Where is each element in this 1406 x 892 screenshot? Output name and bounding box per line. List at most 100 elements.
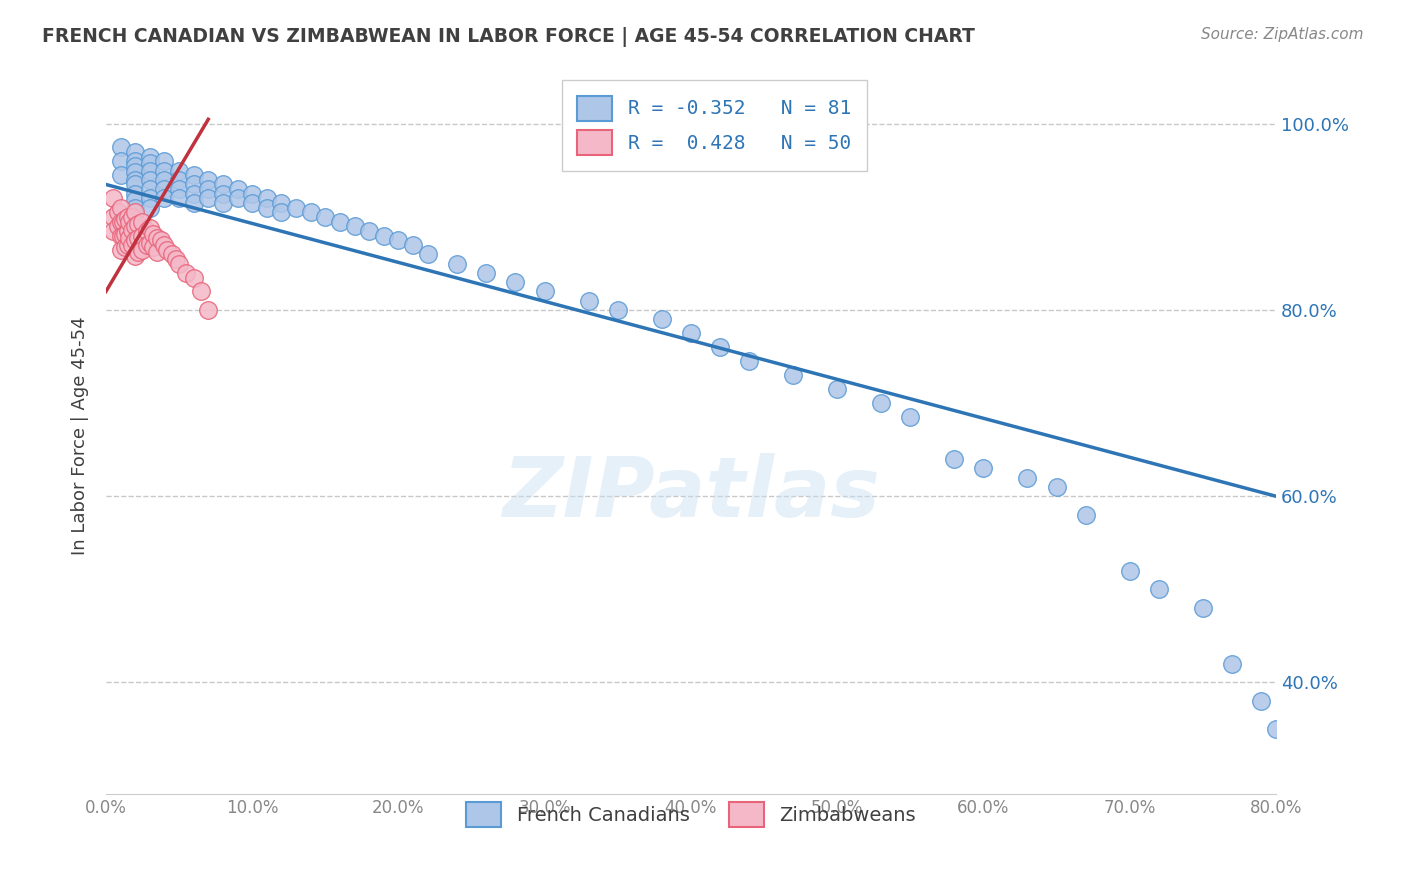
Point — [110, 215, 132, 229]
Point — [387, 233, 409, 247]
Point — [153, 163, 176, 178]
Point — [373, 228, 395, 243]
Point — [709, 340, 731, 354]
Point — [107, 205, 129, 219]
Point — [121, 238, 143, 252]
Point — [606, 303, 628, 318]
Point — [176, 266, 198, 280]
Point — [124, 154, 146, 169]
Point — [446, 256, 468, 270]
Text: FRENCH CANADIAN VS ZIMBABWEAN IN LABOR FORCE | AGE 45-54 CORRELATION CHART: FRENCH CANADIAN VS ZIMBABWEAN IN LABOR F… — [42, 27, 974, 46]
Point — [738, 354, 761, 368]
Point — [270, 196, 292, 211]
Point — [124, 219, 146, 234]
Text: Source: ZipAtlas.com: Source: ZipAtlas.com — [1201, 27, 1364, 42]
Point — [131, 228, 153, 243]
Point — [167, 191, 190, 205]
Point — [110, 154, 132, 169]
Point — [212, 186, 235, 201]
Point — [190, 285, 212, 299]
Point — [943, 452, 966, 467]
Point — [127, 218, 149, 232]
Point — [124, 233, 146, 247]
Point — [416, 247, 439, 261]
Point — [103, 224, 125, 238]
Point — [114, 227, 136, 241]
Point — [167, 173, 190, 187]
Point — [299, 205, 322, 219]
Point — [146, 245, 169, 260]
Point — [107, 219, 129, 234]
Point — [972, 461, 994, 475]
Point — [183, 196, 205, 211]
Point — [256, 201, 278, 215]
Point — [124, 194, 146, 208]
Point — [533, 285, 555, 299]
Point — [256, 191, 278, 205]
Point — [117, 238, 139, 252]
Point — [183, 186, 205, 201]
Point — [124, 165, 146, 179]
Point — [112, 215, 135, 229]
Point — [825, 382, 848, 396]
Point — [197, 303, 219, 318]
Point — [146, 230, 169, 244]
Point — [1045, 480, 1067, 494]
Legend: French Canadians, Zimbabweans: French Canadians, Zimbabweans — [458, 794, 924, 835]
Point — [285, 201, 308, 215]
Point — [124, 159, 146, 173]
Point — [117, 210, 139, 224]
Point — [240, 186, 263, 201]
Point — [270, 205, 292, 219]
Point — [139, 201, 162, 215]
Point — [167, 163, 190, 178]
Point — [153, 154, 176, 169]
Point — [139, 149, 162, 163]
Point — [110, 168, 132, 182]
Point — [142, 227, 165, 241]
Point — [782, 368, 804, 383]
Point — [139, 221, 162, 235]
Point — [124, 201, 146, 215]
Point — [118, 230, 141, 244]
Point — [226, 191, 249, 205]
Point — [1191, 601, 1213, 615]
Point — [183, 178, 205, 192]
Point — [1017, 470, 1039, 484]
Point — [121, 223, 143, 237]
Point — [142, 240, 165, 254]
Point — [1118, 564, 1140, 578]
Point — [183, 168, 205, 182]
Point — [212, 178, 235, 192]
Point — [117, 224, 139, 238]
Point — [359, 224, 381, 238]
Point — [329, 215, 352, 229]
Point — [139, 163, 162, 178]
Point — [103, 210, 125, 224]
Point — [402, 238, 425, 252]
Point — [153, 191, 176, 205]
Point — [124, 145, 146, 159]
Point — [226, 182, 249, 196]
Point — [127, 231, 149, 245]
Point — [139, 236, 162, 251]
Point — [114, 240, 136, 254]
Point — [131, 215, 153, 229]
Point — [135, 238, 157, 252]
Point — [505, 275, 527, 289]
Point — [153, 238, 176, 252]
Point — [1074, 508, 1097, 522]
Point — [127, 245, 149, 260]
Point — [114, 211, 136, 226]
Point — [167, 256, 190, 270]
Point — [121, 210, 143, 224]
Point — [167, 182, 190, 196]
Point — [150, 233, 173, 247]
Point — [103, 191, 125, 205]
Point — [870, 396, 893, 410]
Point — [1147, 582, 1170, 597]
Point — [1220, 657, 1243, 671]
Point — [110, 201, 132, 215]
Point — [898, 410, 921, 425]
Point — [124, 173, 146, 187]
